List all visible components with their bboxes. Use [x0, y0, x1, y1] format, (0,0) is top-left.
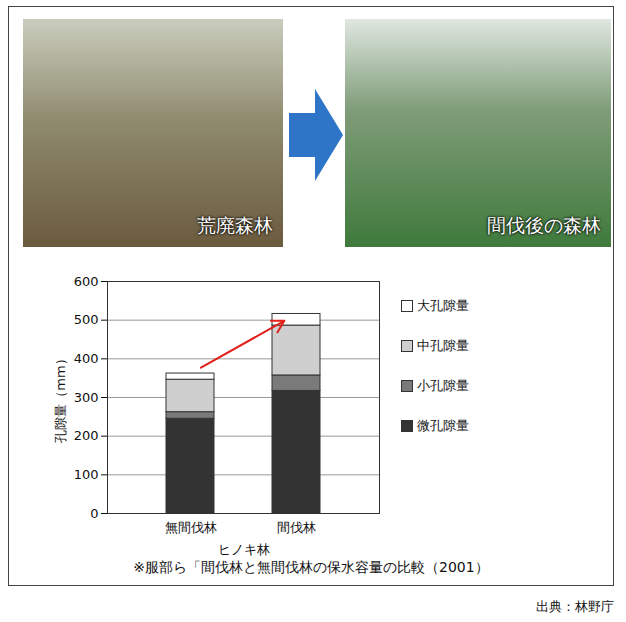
- svg-text:0: 0: [90, 506, 98, 521]
- svg-text:ヒノキ林: ヒノキ林: [218, 542, 270, 557]
- svg-text:100: 100: [74, 467, 99, 482]
- html-text:間伐後の森林: 間伐後の森林: [487, 214, 601, 236]
- svg-text:孔隙量（mm）: 孔隙量（mm）: [53, 352, 68, 442]
- svg-text:間伐林: 間伐林: [277, 520, 316, 535]
- svg-text:無間伐林: 無間伐林: [165, 520, 217, 535]
- html-text:中孔隙量: 中孔隙量: [417, 338, 469, 353]
- html-text:荒廃森林: 荒廃森林: [197, 214, 273, 236]
- html-text:微孔隙量: 微孔隙量: [417, 418, 469, 433]
- svg-text:500: 500: [74, 312, 99, 327]
- html-text:※服部ら「間伐林と無間伐林の保水容量の比較（2001）: ※服部ら「間伐林と無間伐林の保水容量の比較（2001）: [133, 559, 489, 575]
- svg-text:200: 200: [74, 428, 99, 443]
- html-text:出典：林野庁: 出典：林野庁: [536, 599, 614, 614]
- html-text:大孔隙量: 大孔隙量: [417, 298, 469, 313]
- html-text:小孔隙量: 小孔隙量: [417, 378, 469, 393]
- svg-text:300: 300: [74, 390, 99, 405]
- svg-text:400: 400: [74, 351, 99, 366]
- svg-text:600: 600: [74, 274, 99, 289]
